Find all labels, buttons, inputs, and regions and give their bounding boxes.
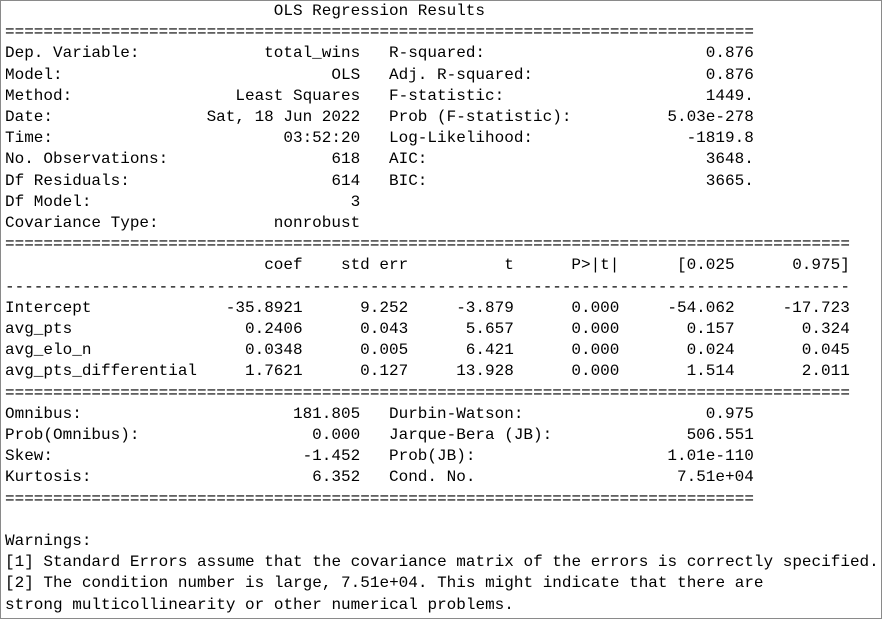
value: 506.551 bbox=[686, 426, 754, 444]
warning-line: strong multicollinearity or other numeri… bbox=[5, 595, 514, 614]
cell: 0.045 bbox=[801, 341, 850, 360]
column-header: 0.975] bbox=[792, 256, 850, 275]
cell: -17.723 bbox=[782, 298, 850, 317]
cell: 0.0348 bbox=[244, 341, 303, 360]
label: Durbin-Watson: bbox=[389, 404, 524, 423]
label: Time: bbox=[5, 129, 54, 148]
value: 3 bbox=[350, 192, 361, 211]
value: Least Squares bbox=[235, 86, 361, 105]
label: Dep. Variable: bbox=[5, 44, 140, 63]
cell: 2.011 bbox=[801, 362, 850, 381]
value: -1.452 bbox=[302, 447, 361, 466]
separator: ========================================… bbox=[5, 383, 850, 402]
value: OLS bbox=[331, 65, 361, 84]
cell: 6.421 bbox=[465, 341, 514, 360]
cell: 0.024 bbox=[686, 341, 735, 360]
label: Jarque-Bera (JB): bbox=[389, 426, 553, 444]
value: 6.352 bbox=[312, 468, 361, 487]
label: Covariance Type: bbox=[5, 214, 159, 232]
cell: 0.2406 bbox=[244, 320, 303, 338]
label: Log-Likelihood: bbox=[389, 129, 534, 148]
cell: 0.157 bbox=[686, 320, 735, 338]
label: BIC: bbox=[389, 171, 428, 190]
value: 0.876 bbox=[705, 65, 754, 84]
label: No. Observations: bbox=[5, 150, 169, 169]
row-name: Intercept bbox=[5, 298, 92, 317]
value: 1.01e-110 bbox=[667, 447, 754, 466]
value: 5.03e-278 bbox=[667, 108, 754, 126]
label: Adj. R-squared: bbox=[389, 65, 534, 84]
value: Sat, 18 Jun 2022 bbox=[206, 108, 361, 126]
value: 3665. bbox=[705, 171, 754, 190]
label: Df Model: bbox=[5, 192, 92, 211]
cell: 13.928 bbox=[456, 362, 514, 381]
row-name: avg_pts_differential bbox=[5, 362, 198, 381]
value: 618 bbox=[331, 150, 361, 169]
value: 1449. bbox=[705, 86, 754, 105]
title: OLS Regression Results bbox=[273, 2, 486, 20]
value: 0.876 bbox=[705, 44, 754, 63]
cell: 1.514 bbox=[686, 362, 735, 381]
value: 7.51e+04 bbox=[676, 468, 754, 487]
cell: 9.252 bbox=[360, 298, 409, 317]
value: total_wins bbox=[264, 44, 361, 63]
cell: -3.879 bbox=[456, 298, 514, 317]
label: Method: bbox=[5, 86, 73, 105]
value: nonrobust bbox=[273, 214, 361, 232]
label: Omnibus: bbox=[5, 404, 82, 423]
cell: 0.000 bbox=[571, 298, 620, 317]
cell: 5.657 bbox=[465, 320, 514, 338]
column-header: coef bbox=[264, 256, 303, 275]
label: Kurtosis: bbox=[5, 468, 92, 487]
value: 181.805 bbox=[292, 404, 361, 423]
label: Model: bbox=[5, 65, 63, 84]
cell: 0.000 bbox=[571, 362, 620, 381]
label: Cond. No. bbox=[389, 468, 476, 487]
column-header: std err bbox=[340, 256, 409, 275]
cell: 0.127 bbox=[360, 362, 409, 381]
cell: 0.005 bbox=[360, 341, 409, 360]
row-name: avg_elo_n bbox=[5, 341, 92, 360]
value: 03:52:20 bbox=[283, 129, 361, 148]
row-name: avg_pts bbox=[5, 320, 73, 338]
separator: ----------------------------------------… bbox=[5, 277, 850, 296]
cell: -35.8921 bbox=[225, 298, 303, 317]
label: Date: bbox=[5, 108, 54, 126]
value: 3648. bbox=[705, 150, 754, 169]
separator: ========================================… bbox=[5, 489, 754, 508]
column-header: t bbox=[504, 256, 514, 275]
warnings-title: Warnings: bbox=[5, 532, 92, 550]
separator: ========================================… bbox=[5, 23, 754, 42]
cell: 0.043 bbox=[360, 320, 409, 338]
cell: 0.324 bbox=[801, 320, 850, 338]
value: -1819.8 bbox=[686, 129, 754, 148]
column-header: [0.025 bbox=[676, 256, 735, 275]
value: 0.975 bbox=[705, 404, 754, 423]
cell: 0.000 bbox=[571, 320, 620, 338]
column-header: P>|t| bbox=[571, 256, 620, 275]
label: Df Residuals: bbox=[5, 171, 130, 190]
cell: -54.062 bbox=[667, 298, 735, 317]
value: 0.000 bbox=[312, 426, 361, 444]
separator: ========================================… bbox=[5, 235, 850, 254]
warning-line: [1] Standard Errors assume that the cova… bbox=[5, 553, 879, 572]
label: R-squared: bbox=[389, 44, 486, 63]
label: Prob (F-statistic): bbox=[389, 108, 572, 126]
label: AIC: bbox=[389, 150, 428, 169]
value: 614 bbox=[331, 171, 361, 190]
label: Prob(JB): bbox=[389, 447, 476, 466]
warning-line: [2] The condition number is large, 7.51e… bbox=[5, 574, 764, 593]
label: Skew: bbox=[5, 447, 54, 466]
label: Prob(Omnibus): bbox=[5, 426, 140, 444]
cell: 0.000 bbox=[571, 341, 620, 360]
cell: 1.7621 bbox=[244, 362, 303, 381]
label: F-statistic: bbox=[389, 86, 505, 105]
